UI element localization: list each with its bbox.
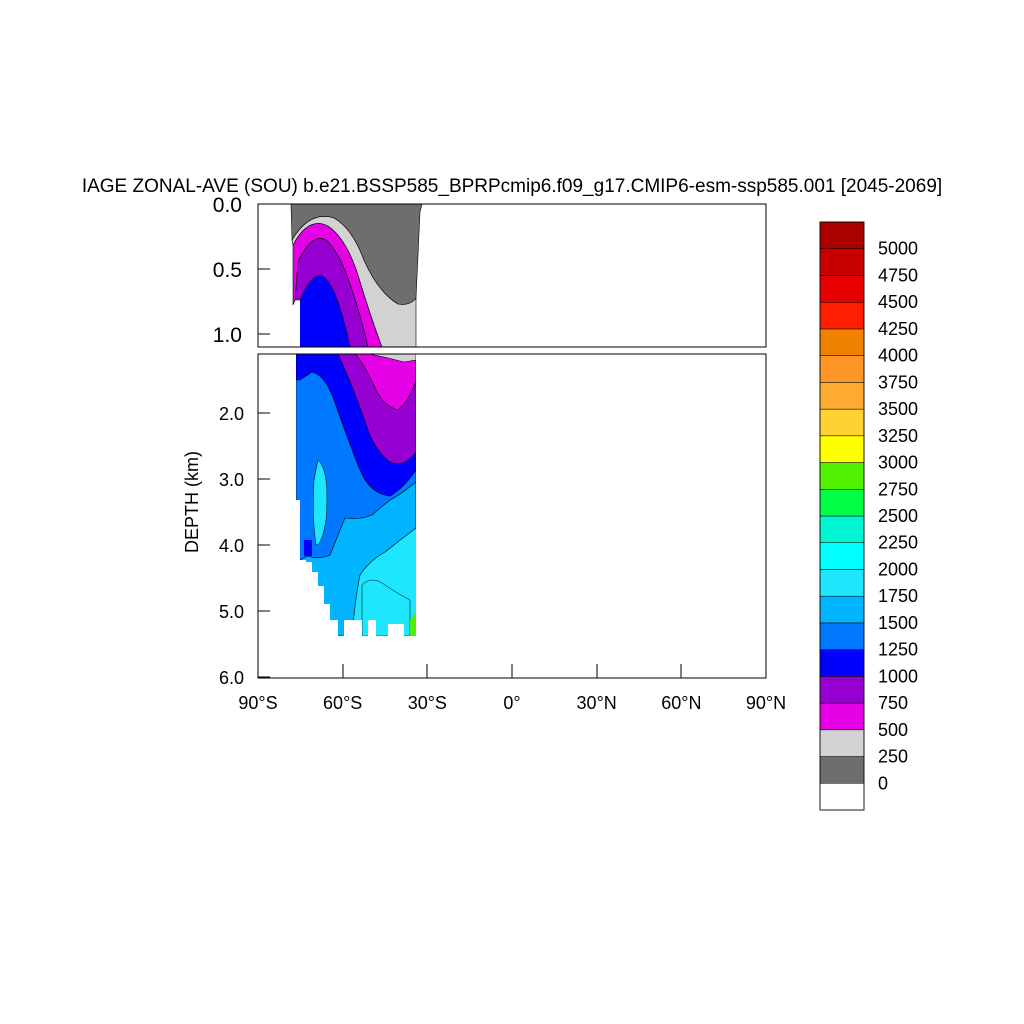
colorbar-swatch bbox=[819, 676, 865, 704]
colorbar-swatch bbox=[819, 542, 865, 570]
field-bot-magenta750 bbox=[354, 354, 417, 411]
colorbar-swatch bbox=[819, 355, 865, 383]
colorbar-label: 4500 bbox=[878, 292, 918, 312]
colorbar-swatch bbox=[819, 569, 865, 597]
x-tick-label: 60°S bbox=[323, 693, 362, 713]
colorbar-swatch bbox=[819, 756, 865, 784]
x-tick-label: 30°S bbox=[408, 693, 447, 713]
colorbar-label: 1500 bbox=[878, 613, 918, 633]
seafloor-mask bbox=[258, 354, 766, 678]
colorbar-label: 3750 bbox=[878, 372, 918, 392]
colorbar-label: 1250 bbox=[878, 640, 918, 660]
colorbar: 0 250 500 750 1000 1250 1500 1750 2000 2250 2500 27… bbox=[819, 221, 918, 811]
colorbar-swatch bbox=[819, 595, 865, 624]
colorbar-label: 3500 bbox=[878, 399, 918, 419]
field-bot-gray500 bbox=[369, 354, 417, 363]
top-y-ticks bbox=[258, 203, 270, 335]
field-top-darkgray bbox=[290, 204, 423, 305]
colorbar-swatch bbox=[819, 382, 865, 410]
top-panel-field bbox=[290, 204, 423, 347]
bottom-ytick-label: 2.0 bbox=[219, 404, 244, 424]
colorbar-frame bbox=[819, 221, 865, 811]
bottom-ytick-label: 4.0 bbox=[219, 536, 244, 556]
colorbar-swatch bbox=[819, 783, 865, 811]
colorbar-swatch bbox=[819, 462, 865, 490]
x-tick-label: 90°S bbox=[238, 693, 277, 713]
y-axis-label: DEPTH (km) bbox=[182, 451, 202, 553]
colorbar-label: 3000 bbox=[878, 453, 918, 473]
colorbar-swatch bbox=[819, 221, 865, 249]
colorbar-label: 3250 bbox=[878, 426, 918, 446]
colorbar-swatch bbox=[819, 301, 865, 330]
colorbar-label: 0 bbox=[878, 773, 888, 793]
bottom-ytick-label: 5.0 bbox=[219, 602, 244, 622]
colorbar-swatch bbox=[819, 408, 865, 437]
bottom-ytick-label: 3.0 bbox=[219, 470, 244, 490]
top-panel-frame bbox=[257, 203, 767, 348]
field-bot-lightcyan-patch bbox=[313, 459, 328, 546]
colorbar-swatch bbox=[819, 248, 865, 276]
colorbar-label: 2750 bbox=[878, 479, 918, 499]
bottom-y-ticks bbox=[258, 412, 270, 678]
x-tick-label: 90°N bbox=[746, 693, 786, 713]
colorbar-label: 5000 bbox=[878, 239, 918, 259]
colorbar-label: 500 bbox=[878, 720, 908, 740]
x-tick-labels: 90°S 60°S 30°S 0° 30°N 60°N 90°N bbox=[238, 693, 786, 713]
top-ytick-label: 0.0 bbox=[213, 194, 242, 217]
colorbar-label: 1750 bbox=[878, 586, 918, 606]
bottom-panel-field bbox=[258, 354, 766, 678]
colorbar-label: 250 bbox=[878, 747, 908, 767]
colorbar-label: 2000 bbox=[878, 559, 918, 579]
x-ticks bbox=[342, 664, 682, 678]
field-bot-bluepatch bbox=[304, 540, 312, 556]
x-tick-label: 60°N bbox=[661, 693, 701, 713]
colorbar-label: 4750 bbox=[878, 265, 918, 285]
colorbar-swatch bbox=[819, 649, 865, 677]
field-top-blue bbox=[300, 275, 350, 347]
colorbar-swatch bbox=[819, 435, 865, 463]
colorbar-swatch bbox=[819, 729, 865, 757]
colorbar-label: 4250 bbox=[878, 319, 918, 339]
x-tick-label: 0° bbox=[503, 693, 520, 713]
bottom-ytick-label: 6.0 bbox=[219, 668, 244, 688]
colorbar-swatch bbox=[819, 489, 865, 517]
field-bot-green-spot bbox=[410, 612, 416, 636]
chart-title: IAGE ZONAL-AVE (SOU) b.e21.BSSP585_BPRPc… bbox=[82, 176, 942, 197]
colorbar-label: 4000 bbox=[878, 346, 918, 366]
colorbar-swatch bbox=[819, 328, 865, 356]
colorbar-swatch bbox=[819, 622, 865, 650]
top-ytick-label: 1.0 bbox=[213, 324, 242, 347]
colorbar-label: 2500 bbox=[878, 506, 918, 526]
colorbar-swatch bbox=[819, 702, 865, 731]
colorbar-label: 2250 bbox=[878, 533, 918, 553]
colorbar-swatch bbox=[819, 515, 865, 543]
colorbar-label: 750 bbox=[878, 693, 908, 713]
top-ytick-label: 0.5 bbox=[213, 259, 242, 282]
colorbar-swatch bbox=[819, 275, 865, 303]
colorbar-label: 1000 bbox=[878, 666, 918, 686]
x-tick-label: 30°N bbox=[577, 693, 617, 713]
